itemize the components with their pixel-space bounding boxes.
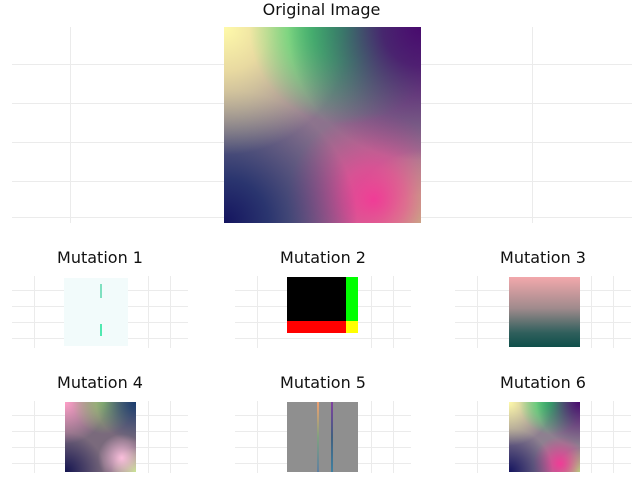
- original-image: [224, 27, 421, 223]
- mutation-4-title: Mutation 4: [57, 373, 143, 392]
- grid-line: [393, 401, 394, 473]
- mutation-2-image: [287, 277, 358, 333]
- mutation-5-stripe: [317, 402, 319, 472]
- grid-line: [591, 276, 592, 348]
- mutation-1-stripe: [100, 324, 102, 336]
- mutation-3-title: Mutation 3: [500, 248, 586, 267]
- mutation-6-title: Mutation 6: [500, 373, 586, 392]
- grid-line: [70, 27, 71, 223]
- mutation-1-image: [64, 278, 128, 346]
- original-plot-area: [12, 27, 632, 223]
- mutation-1-stripe: [100, 284, 102, 298]
- grid-line: [591, 401, 592, 473]
- grid-line: [532, 27, 533, 223]
- grid-line: [371, 401, 372, 473]
- mutation-3-image: [509, 277, 580, 347]
- mutation-4-panel: Mutation 4: [0, 373, 200, 477]
- mutation-6-plot-area: [455, 401, 631, 473]
- grid-line: [170, 401, 171, 473]
- grid-line: [613, 401, 614, 473]
- mutation-1-title: Mutation 1: [57, 248, 143, 267]
- mutation-1-plot-area: [12, 276, 188, 348]
- mutation-2-plot-area: [235, 276, 411, 348]
- grid-line: [235, 338, 411, 339]
- mutation-6-panel: Mutation 6: [443, 373, 643, 477]
- grid-line: [148, 401, 149, 473]
- grid-line: [257, 276, 258, 348]
- grid-line: [148, 276, 149, 348]
- mutation-5-title: Mutation 5: [280, 373, 366, 392]
- grid-line: [34, 401, 35, 473]
- mutation-2-title: Mutation 2: [280, 248, 366, 267]
- mutation-4-plot-area: [12, 401, 188, 473]
- grid-line: [371, 276, 372, 348]
- grid-line: [477, 401, 478, 473]
- mutation-4-image: [65, 402, 136, 472]
- grid-line: [613, 276, 614, 348]
- grid-line: [393, 276, 394, 348]
- mutation-3-plot-area: [455, 276, 631, 348]
- mutation-2-green-block: [346, 277, 358, 321]
- mutation-2-panel: Mutation 2: [223, 248, 423, 352]
- mutation-1-panel: Mutation 1: [0, 248, 200, 352]
- original-image-panel: Original Image: [0, 0, 643, 230]
- grid-line: [170, 276, 171, 348]
- grid-line: [34, 276, 35, 348]
- grid-line: [477, 276, 478, 348]
- mutation-5-image: [287, 402, 358, 472]
- grid-line: [257, 401, 258, 473]
- mutation-5-panel: Mutation 5: [223, 373, 423, 477]
- mutation-5-plot-area: [235, 401, 411, 473]
- mutation-2-yellow-block: [346, 321, 358, 333]
- mutation-3-panel: Mutation 3: [443, 248, 643, 352]
- mutation-5-stripe: [331, 402, 333, 472]
- mutation-2-red-block: [287, 321, 346, 333]
- original-image-title: Original Image: [262, 0, 381, 19]
- mutation-6-image: [509, 402, 580, 472]
